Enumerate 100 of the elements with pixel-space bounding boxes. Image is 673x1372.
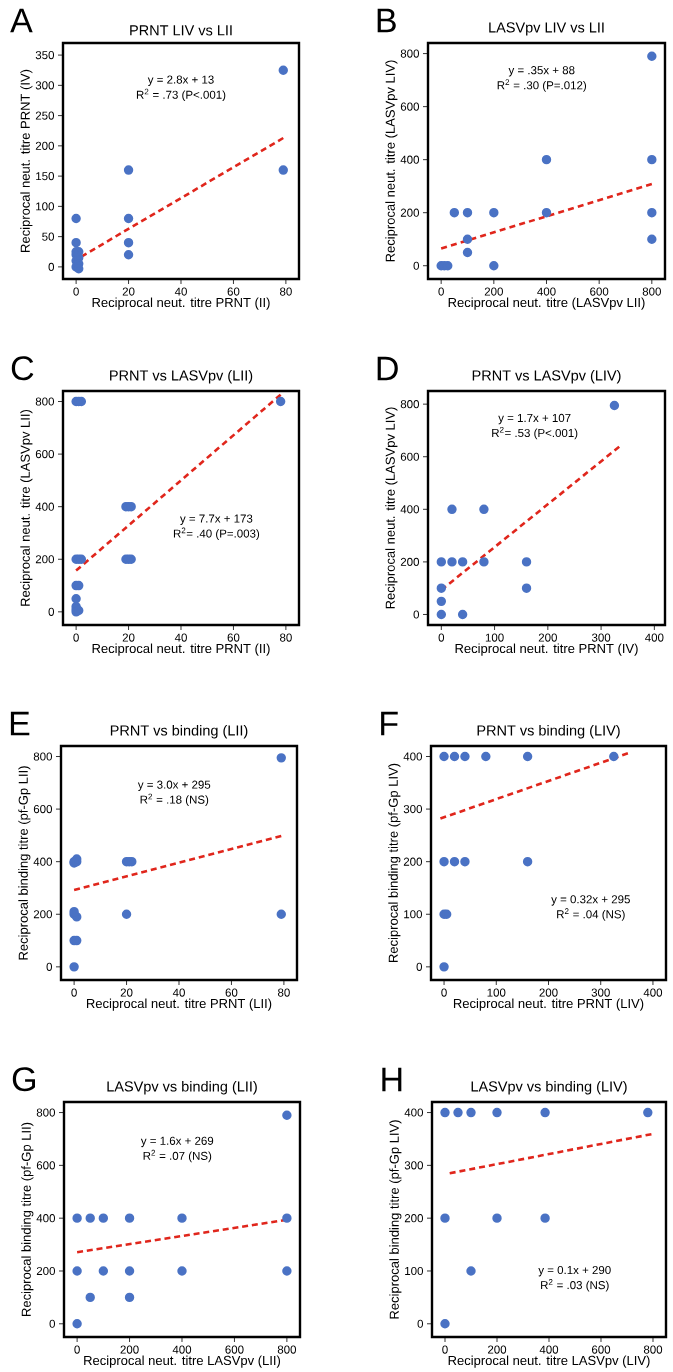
- y-tick-label: 0: [48, 262, 55, 271]
- annotation: R$^{2}$ = .07 (NS): [143, 1149, 212, 1163]
- x-tick-label: 80: [280, 287, 292, 296]
- y-tick-label: 300: [35, 81, 55, 90]
- text: G: [12, 1067, 35, 1092]
- x-axis-title: Reciprocal neut. titre PRNT (IV): [455, 643, 638, 656]
- y-axis-title: Reciprocal neut. titre (LASVpv LIV): [385, 60, 398, 262]
- y-tick-label: 0: [416, 962, 423, 971]
- y-axis-title: Reciprocal binding titre (pf-Gp LII): [18, 766, 31, 960]
- x-tick-label: 20: [120, 988, 133, 997]
- annotation: R$^{2}$ = .18 (NS): [140, 793, 209, 806]
- y-tick-label: 100: [405, 1266, 424, 1276]
- chart-title: PRNT LIV vs LII: [130, 25, 232, 36]
- text: H: [382, 1067, 402, 1092]
- x-tick-label: 600: [590, 287, 609, 296]
- x-tick-label: 0: [74, 1345, 80, 1354]
- annotation: y = 0.32x + 295: [551, 895, 630, 906]
- x-axis-title: Reciprocal neut. titre PRNT (II): [92, 643, 270, 656]
- y-axis-title: Reciprocal binding titre (pf-Gp LII): [21, 1122, 34, 1316]
- y-axis-title: Reciprocal neut. titre (LASVpv LII): [20, 409, 33, 606]
- annotation: y = 0.1x + 290: [538, 1265, 611, 1277]
- y-tick-label: 200: [400, 557, 420, 566]
- x-tick-label: 300: [591, 988, 610, 997]
- y-tick-label: 50: [42, 232, 55, 241]
- annotation: R$^{2}$ = .30 (P=.012): [497, 79, 587, 92]
- y-tick-label: 400: [33, 857, 53, 866]
- x-tick-label: 100: [487, 988, 506, 997]
- y-tick-label: 200: [35, 141, 55, 150]
- x-tick-label: 100: [485, 633, 504, 642]
- x-tick-label: 200: [539, 988, 558, 997]
- y-tick-label: 350: [35, 51, 55, 60]
- y-tick-label: 400: [404, 1108, 424, 1117]
- y-tick-label: 200: [35, 555, 55, 564]
- y-axis-title: Reciprocal binding titre (pf-Gp LIV): [389, 1120, 402, 1319]
- chart-title: PRNT vs binding (LIV): [477, 724, 620, 739]
- y-tick-label: 800: [33, 752, 53, 761]
- y-tick-label: 100: [404, 910, 423, 919]
- y-tick-label: 800: [36, 1108, 56, 1117]
- annotation: y = 1.6x + 269: [140, 1136, 214, 1148]
- x-tick-label: 200: [487, 1345, 507, 1354]
- y-tick-label: 600: [400, 452, 420, 461]
- y-tick-label: 100: [36, 202, 55, 211]
- x-tick-label: 600: [225, 1345, 244, 1354]
- y-tick-label: 400: [35, 502, 55, 511]
- y-tick-label: 0: [48, 607, 55, 616]
- annotation: y = 2.8x + 13: [147, 75, 214, 86]
- annotation: y = 7.7x + 173: [179, 514, 253, 525]
- y-tick-label: 250: [35, 111, 55, 120]
- x-axis-title: Reciprocal neut. titre (LASVpv LII): [448, 297, 645, 310]
- chart-title: LASVpv vs binding (LII): [107, 1080, 257, 1095]
- y-tick-label: 300: [403, 805, 423, 814]
- x-tick-label: 20: [122, 287, 135, 296]
- chart-title: PRNT vs LASVpv (LII): [110, 369, 253, 384]
- x-axis-title: Reciprocal neut. titre LASVpv (LII): [84, 1355, 281, 1368]
- chart-title: LASVpv LIV vs LII: [489, 22, 604, 36]
- x-tick-label: 200: [120, 1345, 139, 1354]
- text: B: [377, 8, 396, 33]
- y-tick-label: 600: [400, 102, 420, 111]
- x-tick-label: 20: [122, 633, 135, 642]
- x-tick-label: 0: [442, 1345, 448, 1354]
- y-tick-label: 200: [404, 1214, 424, 1223]
- y-tick-label: 0: [413, 610, 420, 619]
- x-tick-label: 400: [643, 988, 663, 997]
- x-tick-label: 400: [645, 633, 664, 642]
- annotation: y = 1.7x + 107: [498, 413, 571, 425]
- x-tick-label: 40: [174, 287, 187, 296]
- text: C: [11, 356, 34, 381]
- y-tick-label: 600: [33, 805, 53, 814]
- x-tick-label: 600: [591, 1345, 611, 1354]
- y-tick-label: 400: [36, 1214, 56, 1223]
- x-tick-label: 40: [174, 633, 187, 642]
- annotation: R$^{2}$ = .73 (P<.001): [136, 88, 226, 102]
- y-tick-label: 400: [400, 155, 420, 164]
- y-tick-label: 150: [36, 172, 55, 181]
- x-tick-label: 200: [538, 633, 557, 642]
- x-tick-label: 0: [73, 287, 79, 296]
- x-tick-label: 0: [441, 988, 447, 997]
- y-tick-label: 800: [400, 400, 420, 409]
- x-axis-title: Reciprocal neut. titre PRNT (LII): [86, 998, 272, 1011]
- y-tick-label: 0: [417, 1319, 424, 1328]
- annotation: R$^{2}$ = .03 (NS): [541, 1279, 609, 1292]
- x-axis-title: Reciprocal neut. titre LASVpv (LIV): [448, 1355, 650, 1368]
- annotation: y = .35x + 88: [508, 66, 575, 77]
- y-tick-label: 800: [400, 49, 420, 58]
- y-axis-title: Reciprocal binding titre (pf-Gp LIV): [388, 763, 401, 962]
- x-tick-label: 300: [591, 633, 611, 642]
- text: D: [377, 356, 398, 381]
- x-tick-label: 60: [225, 988, 238, 997]
- x-tick-label: 0: [438, 287, 444, 296]
- y-tick-label: 200: [400, 208, 420, 217]
- x-tick-label: 80: [280, 633, 292, 642]
- chart-title: LASVpv vs binding (LIV): [471, 1080, 627, 1095]
- x-tick-label: 400: [537, 287, 556, 296]
- x-tick-label: 800: [277, 1345, 297, 1354]
- chart-title: PRNT vs LASVpv (LIV): [472, 369, 621, 384]
- y-tick-label: 0: [46, 962, 53, 971]
- y-tick-label: 0: [413, 261, 420, 270]
- text: A: [10, 8, 33, 33]
- y-tick-label: 300: [404, 1161, 424, 1170]
- y-tick-label: 200: [36, 1266, 56, 1276]
